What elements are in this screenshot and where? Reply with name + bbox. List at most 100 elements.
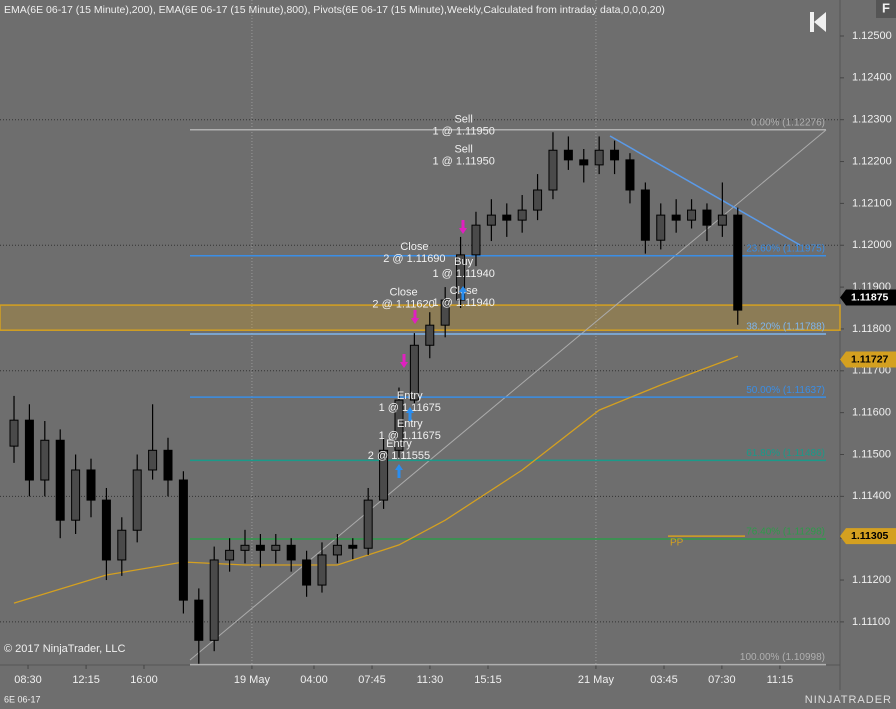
menu-button[interactable] xyxy=(876,0,896,18)
candle-body xyxy=(656,214,666,241)
candle-body xyxy=(579,159,589,166)
candle-body xyxy=(733,214,743,311)
y-tick-label: 1.12100 xyxy=(852,197,892,209)
candle-body xyxy=(610,149,620,161)
candle-body xyxy=(486,214,496,226)
execution-arrow xyxy=(411,310,419,324)
candle-body xyxy=(24,419,34,481)
y-tick-label: 1.11600 xyxy=(852,407,891,419)
candle-body xyxy=(625,159,635,191)
candle-body xyxy=(225,549,235,561)
trade-action: Close xyxy=(390,286,418,298)
trade-action: Buy xyxy=(454,256,473,268)
fib-label: 38.20% (1.11788) xyxy=(746,322,825,333)
trade-action: Entry xyxy=(386,438,412,450)
x-tick-label: 07:30 xyxy=(708,674,736,686)
x-tick-label: 03:45 xyxy=(650,674,678,686)
menu-letter[interactable]: F xyxy=(882,0,890,15)
trade-detail: 2 @ 1.11555 xyxy=(368,450,430,462)
indicator-header: EMA(6E 06-17 (15 Minute),200), EMA(6E 06… xyxy=(4,4,665,16)
price-tag xyxy=(840,351,896,368)
candle-body xyxy=(687,209,697,221)
trade-action: Entry xyxy=(397,418,423,430)
candle-body xyxy=(163,449,173,481)
pivot-label: PP xyxy=(670,538,684,549)
trade-action: Close xyxy=(400,241,428,253)
trade-action: Sell xyxy=(454,114,472,126)
trade-detail: 2 @ 1.11620 xyxy=(372,298,434,310)
trade-detail: 1 @ 1.11940 xyxy=(432,297,494,309)
candle-body xyxy=(9,419,19,447)
candle-body xyxy=(563,149,573,161)
candle-body xyxy=(209,559,219,641)
candle-body xyxy=(178,479,188,601)
y-tick-label: 1.11800 xyxy=(852,323,891,335)
candle-body xyxy=(55,439,65,521)
price-tag xyxy=(840,289,896,306)
execution-arrow xyxy=(395,464,403,478)
back-icon[interactable] xyxy=(810,12,826,32)
candle-body xyxy=(332,544,342,556)
x-tick-label: 16:00 xyxy=(130,674,158,686)
execution-arrow xyxy=(459,220,467,234)
y-tick-label: 1.12200 xyxy=(852,155,892,167)
candle-body xyxy=(132,469,142,531)
execution-arrow xyxy=(406,407,414,421)
candle-body xyxy=(717,214,727,226)
candle-body xyxy=(348,544,358,549)
execution-arrow xyxy=(400,354,408,368)
candle-body xyxy=(194,599,204,641)
price-tag-label: 1.11875 xyxy=(851,291,889,303)
fib-label: 50.00% (1.11637) xyxy=(746,385,825,396)
fib-label: 76.40% (1.11298) xyxy=(746,527,825,538)
x-tick-label: 07:45 xyxy=(358,674,386,686)
y-tick-label: 1.11100 xyxy=(852,616,890,628)
trade-detail: 1 @ 1.11940 xyxy=(432,268,494,280)
candle-body xyxy=(363,499,373,549)
x-tick-label: 12:15 xyxy=(72,674,100,686)
trend-line xyxy=(609,135,801,246)
x-tick-label: 15:15 xyxy=(474,674,502,686)
instrument: 6E 06-17 xyxy=(4,694,41,704)
trade-detail: 1 @ 1.11675 xyxy=(379,430,441,442)
candle-body xyxy=(286,544,296,561)
candle-body xyxy=(101,499,111,561)
plot: 08:30 12:15 16:00 19 May 04:00 07:45 11:30 15:1… xyxy=(0,0,892,686)
candle-body xyxy=(425,324,435,346)
candle-body xyxy=(517,209,527,221)
candle-body xyxy=(86,469,96,501)
candle-body xyxy=(456,254,466,301)
execution-arrow xyxy=(459,286,467,300)
y-tick-label: 1.11500 xyxy=(852,448,891,460)
trade-action: Sell xyxy=(454,144,472,156)
y-tick-label: 1.11200 xyxy=(852,574,891,586)
candle-body xyxy=(702,209,712,226)
candle-body xyxy=(240,544,250,551)
copyright: © 2017 NinjaTrader, LLC xyxy=(4,643,125,655)
icon-bar[interactable] xyxy=(810,12,814,32)
x-tick-label: 11:30 xyxy=(417,674,444,686)
fib-label: 0.00% (1.12276) xyxy=(751,117,825,128)
fib-label: 61.80% (1.11486) xyxy=(746,448,825,459)
price-tag-label: 1.11727 xyxy=(851,353,889,365)
ema-line xyxy=(13,355,739,604)
candle-body xyxy=(502,214,512,221)
candle-body xyxy=(394,399,404,451)
trade-detail: 1 @ 1.11950 xyxy=(432,126,494,138)
candle-body xyxy=(440,299,450,326)
candle-body xyxy=(71,469,81,521)
candle-body xyxy=(379,449,389,501)
y-tick-label: 1.12500 xyxy=(852,30,892,42)
brand-logo: NINJATRADER xyxy=(805,694,892,706)
fib-label: 23.60% (1.11975) xyxy=(746,243,825,254)
candle-body xyxy=(302,559,312,586)
x-tick-label: 04:00 xyxy=(300,674,328,686)
candle-body xyxy=(271,544,281,551)
candle-body xyxy=(640,189,650,241)
y-tick-label: 1.12000 xyxy=(852,239,892,251)
candle-body xyxy=(548,149,558,191)
y-tick-label: 1.11400 xyxy=(852,490,891,502)
x-tick-label: 19 May xyxy=(234,674,271,686)
icon-arrow[interactable] xyxy=(814,12,826,32)
